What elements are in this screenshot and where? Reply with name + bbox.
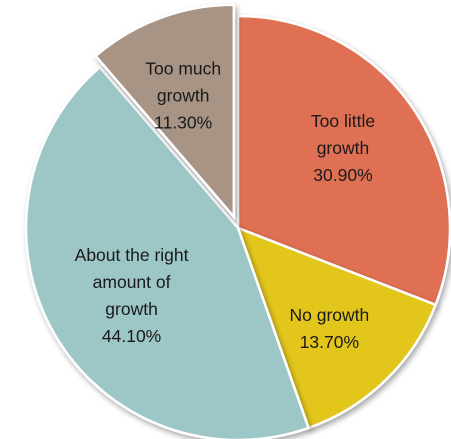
slice-category-label: growth — [157, 86, 210, 106]
pie-slice-no-growth — [235, 225, 438, 430]
slice-category-label: No growth — [289, 305, 369, 325]
slice-label-no-growth: No growth 13.70% — [289, 305, 369, 352]
slice-value-label: 44.10% — [102, 326, 161, 346]
slice-label-too-little-growth: Too little growth 30.90% — [311, 111, 375, 185]
slice-category-label: growth — [105, 299, 158, 319]
slice-label-too-much-growth: Too much growth 11.30% — [145, 59, 221, 133]
slice-value-label: 30.90% — [313, 165, 372, 185]
pie-slice-too-much-growth — [93, 3, 236, 221]
slice-category-label: amount of — [93, 272, 171, 292]
slice-label-about-the-right-amount-of-growth: About the right amount of growth 44.10% — [75, 245, 189, 346]
slice-value-label: 13.70% — [300, 332, 359, 352]
slice-value-label: 11.30% — [154, 113, 212, 133]
pie-slice-too-little-growth — [236, 14, 451, 307]
slice-category-label: Too much — [145, 59, 221, 79]
pie-slice-about-the-right-amount-of-growth — [24, 65, 311, 439]
pie-labels: Too little growth 30.90% No growth 13.70% Abo… — [75, 59, 375, 352]
slice-category-label: growth — [317, 138, 370, 158]
pie-slices — [24, 3, 451, 439]
slice-category-label: Too little — [311, 111, 375, 131]
slice-category-label: About the right — [75, 245, 189, 265]
